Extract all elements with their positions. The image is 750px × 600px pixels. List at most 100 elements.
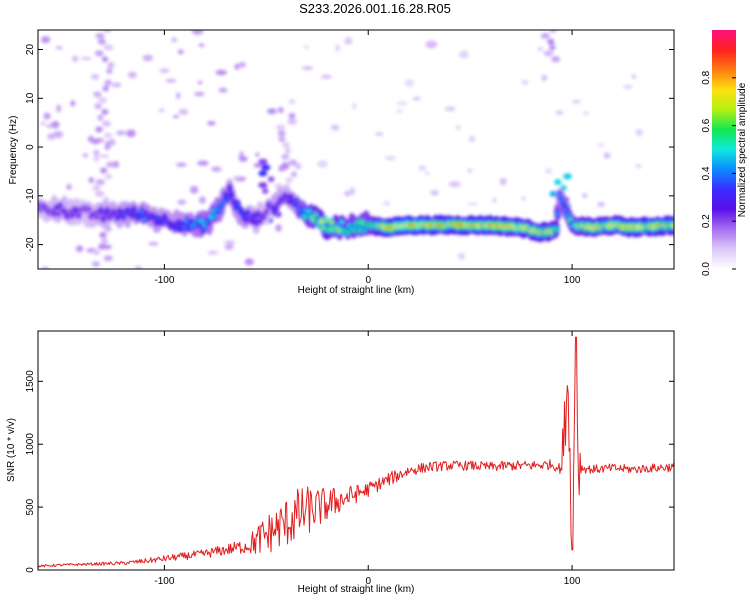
spectrogram-cell bbox=[322, 217, 328, 223]
spectrogram-cell bbox=[55, 46, 63, 50]
spectrogram-cell bbox=[540, 32, 550, 39]
spectrogram-cell bbox=[97, 38, 106, 45]
spectrogram-cell bbox=[40, 121, 46, 126]
spectrogram-x-tick-label: 0 bbox=[365, 275, 371, 286]
colorbar-tick-label: 0.0 bbox=[701, 262, 712, 276]
spectrogram-cell bbox=[320, 74, 332, 79]
spectrogram-cell bbox=[303, 45, 310, 50]
spectrogram-cell bbox=[549, 30, 558, 33]
spectrogram-x-axis-label: Height of straight line (km) bbox=[298, 285, 415, 296]
spectrogram-cell bbox=[469, 135, 476, 142]
spectrogram-cell bbox=[384, 155, 397, 161]
spectrogram-cell bbox=[288, 112, 296, 119]
spectrogram-cell bbox=[344, 37, 353, 45]
spectrogram-y-tick-label: 10 bbox=[25, 92, 36, 104]
spectrogram-cell bbox=[244, 258, 254, 266]
spectrogram-y-ticks: 20 10 0 -10 -20 bbox=[25, 44, 674, 252]
spectrogram-cell bbox=[41, 266, 50, 269]
spectrogram-cell bbox=[225, 196, 231, 201]
snr-x-tick-label: -100 bbox=[154, 576, 174, 587]
snr-x-tick-label: 100 bbox=[564, 576, 581, 587]
spectrogram-cell bbox=[176, 162, 187, 168]
spectrogram-y-tick-label: 20 bbox=[25, 44, 36, 56]
spectrogram-cell bbox=[198, 43, 205, 48]
spectrogram-cell bbox=[229, 192, 235, 197]
snr-frame bbox=[37, 330, 675, 571]
spectrogram-cell bbox=[100, 167, 108, 174]
spectrogram-cell bbox=[294, 200, 300, 205]
spectrogram-cell bbox=[541, 74, 548, 82]
spectrogram-cell bbox=[237, 62, 247, 68]
spectrogram-cell bbox=[537, 47, 544, 51]
spectrogram-y-tick-label: 0 bbox=[25, 144, 36, 150]
spectrogram-cell bbox=[448, 181, 461, 188]
spectrogram-cell bbox=[207, 120, 216, 126]
spectrogram-cell bbox=[253, 163, 263, 168]
spectrogram-cell bbox=[457, 252, 465, 260]
spectrogram-cell bbox=[97, 114, 104, 121]
spectrogram-cell bbox=[671, 223, 674, 228]
spectrogram-cell bbox=[134, 265, 142, 269]
spectrogram-x-tick-label: -100 bbox=[154, 275, 174, 286]
spectrogram-cell bbox=[455, 125, 461, 130]
colorbar-ticks: 0.0 0.2 0.4 0.6 0.8 bbox=[701, 70, 736, 276]
snr-y-tick-label: 1500 bbox=[25, 370, 36, 393]
spectrogram-cell bbox=[177, 49, 184, 55]
spectrogram-cell bbox=[171, 37, 178, 43]
spectrogram-cell bbox=[281, 153, 290, 160]
colorbar-tick-label: 0.8 bbox=[701, 70, 712, 84]
spectrogram-cell bbox=[98, 243, 107, 250]
snr-panel: -100 0 100 0 500 1000 1500 Height of straight… bbox=[6, 330, 675, 595]
spectrogram-cell bbox=[277, 130, 286, 137]
spectrogram-cell bbox=[94, 103, 102, 110]
spectrogram-cell bbox=[255, 152, 260, 158]
spectrogram-cell bbox=[95, 179, 106, 186]
spectrogram-cell bbox=[287, 118, 298, 125]
spectrogram-cell bbox=[100, 237, 109, 244]
spectrogram-cell bbox=[126, 129, 136, 138]
colorbar: 0.0 0.2 0.4 0.6 0.8 Normalized spectral ampl… bbox=[701, 30, 748, 276]
spectrogram-cell bbox=[91, 138, 100, 145]
spectrogram-cell bbox=[101, 56, 109, 63]
spectrogram-cell bbox=[176, 92, 181, 100]
spectrogram-cell bbox=[317, 160, 328, 168]
spectrogram-cell bbox=[412, 96, 421, 101]
spectrogram-cell bbox=[95, 126, 103, 133]
spectrogram-cell bbox=[99, 231, 107, 238]
spectrogram-cell bbox=[127, 71, 138, 79]
spectrogram-cell bbox=[80, 56, 92, 61]
spectrogram-cell bbox=[70, 100, 76, 107]
spectrogram-cell bbox=[603, 152, 611, 159]
snr-y-axis-label: SNR (10 * v/v) bbox=[6, 418, 17, 482]
spectrogram-cell bbox=[56, 104, 62, 113]
spectrogram-cell bbox=[459, 50, 469, 59]
spectrogram-cell bbox=[106, 161, 116, 168]
spectrogram-cell bbox=[190, 185, 199, 194]
colorbar-tick-label: 0.6 bbox=[701, 118, 712, 132]
spectrogram-cell bbox=[91, 73, 100, 80]
spectrogram-cell bbox=[467, 202, 478, 206]
spectrogram-cell bbox=[43, 112, 51, 120]
spectrogram-cell bbox=[583, 111, 589, 115]
spectrogram-cell bbox=[104, 144, 111, 151]
spectrogram-cell bbox=[581, 192, 588, 199]
spectrogram-cell bbox=[302, 214, 308, 219]
spectrogram-cell bbox=[396, 101, 408, 106]
spectrogram-cell bbox=[75, 245, 84, 253]
spectrogram-cell bbox=[555, 110, 564, 115]
spectrogram-cell bbox=[424, 171, 430, 176]
spectrogram-cell bbox=[374, 132, 384, 136]
spectrogram-cell bbox=[359, 220, 365, 225]
spectrogram-cell bbox=[635, 128, 643, 136]
spectrogram-cell bbox=[93, 91, 102, 98]
spectrogram-cell bbox=[86, 206, 92, 212]
spectrogram-cell bbox=[492, 198, 497, 203]
spectrogram-cell bbox=[330, 124, 340, 131]
colorbar-tick-label: 0.4 bbox=[701, 166, 712, 180]
spectrogram-cell bbox=[218, 87, 228, 93]
spectrogram-cell bbox=[238, 155, 248, 162]
spectrogram-x-ticks: -100 0 100 bbox=[154, 30, 581, 286]
spectrogram-cell bbox=[288, 159, 298, 166]
spectrogram-cell bbox=[345, 229, 351, 235]
